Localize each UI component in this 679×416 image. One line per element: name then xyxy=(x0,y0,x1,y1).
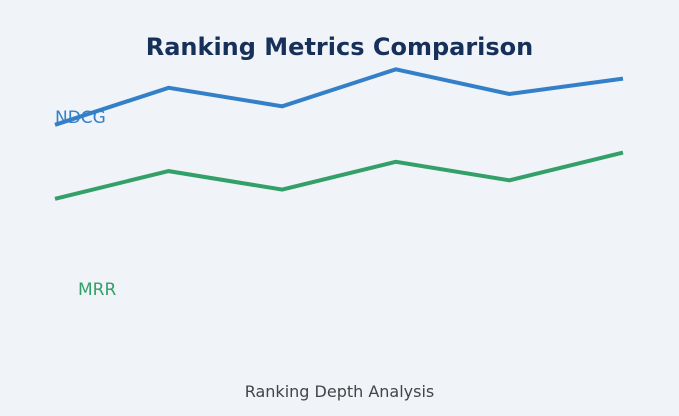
series-line-mrr xyxy=(54,150,624,201)
chart-title: Ranking Metrics Comparison xyxy=(146,33,534,61)
x-axis-label: Ranking Depth Analysis xyxy=(245,382,435,401)
data-point-mrr-1 xyxy=(53,197,57,201)
series-line-ndcg xyxy=(54,67,624,127)
series-layer: NDCG MRR xyxy=(53,67,625,300)
data-point-ndcg-6 xyxy=(621,77,625,81)
data-point-mrr-3 xyxy=(280,188,284,192)
data-point-ndcg-3 xyxy=(280,104,284,108)
data-point-ndcg-2 xyxy=(167,86,171,90)
data-point-mrr-2 xyxy=(167,169,171,173)
data-point-mrr-4 xyxy=(394,160,398,164)
data-point-mrr-5 xyxy=(507,178,511,182)
data-point-ndcg-5 xyxy=(507,92,511,96)
series-label-mrr: MRR xyxy=(78,280,116,300)
series-label-ndcg: NDCG xyxy=(55,108,106,128)
data-point-mrr-6 xyxy=(621,151,625,155)
data-point-ndcg-4 xyxy=(394,67,398,71)
